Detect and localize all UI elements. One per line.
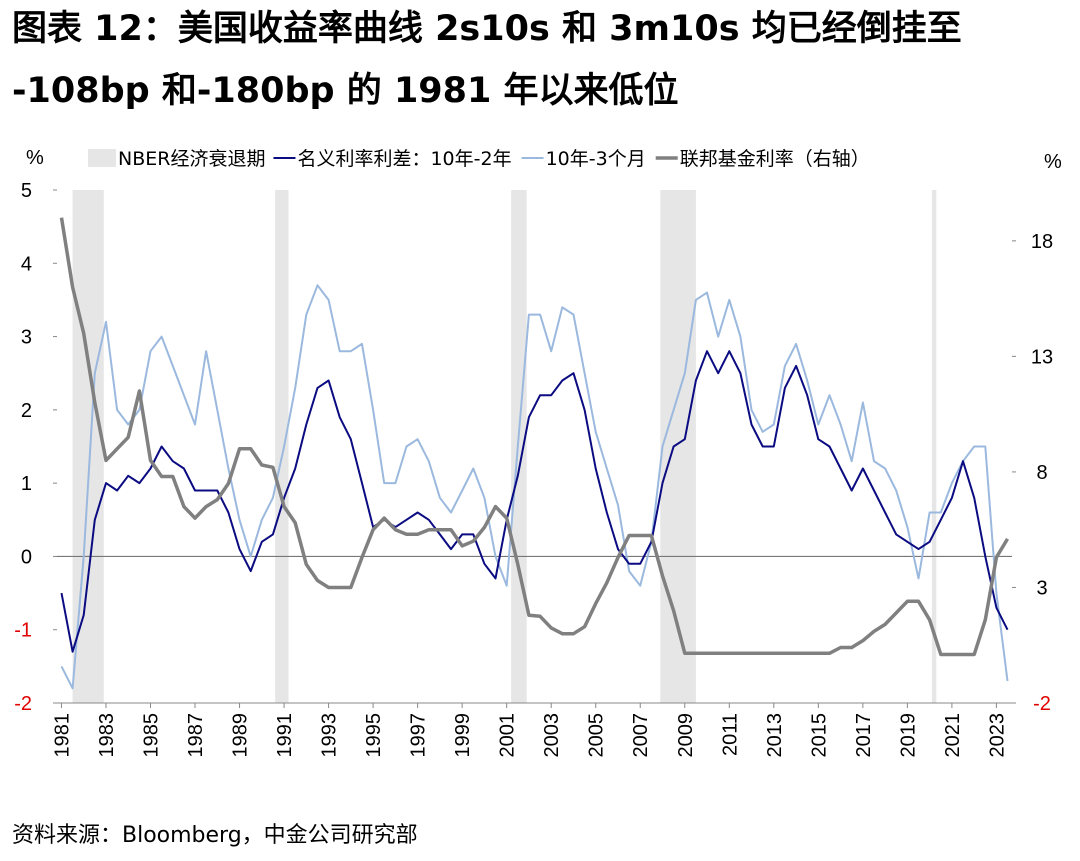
x-tick-label: 2005: [586, 713, 608, 758]
x-tick-label: 1985: [140, 713, 162, 758]
y-axis-label: %: [26, 147, 44, 169]
x-tick-label: 2007: [630, 713, 652, 758]
x-tick-label: 2003: [541, 713, 563, 758]
x-tick-label: 2009: [675, 713, 697, 758]
source: 资料来源：Bloomberg，中金公司研究部: [12, 823, 418, 848]
x-tick-label: 2023: [986, 713, 1008, 758]
x-tick-label: 1999: [452, 713, 474, 758]
recession-band: [931, 190, 937, 703]
x-tick-label: 1983: [96, 713, 118, 758]
recession-band: [660, 190, 696, 703]
series-line: [60, 350, 1009, 653]
x-tick-label: 2021: [942, 713, 964, 758]
chart-title: -108bp 和-180bp 的 1981 年以来低位: [12, 71, 679, 111]
y-tick-label: 4: [21, 253, 32, 275]
chart-title: 图表 12：美国收益率曲线 2s10s 和 3m10s 均已经倒挂至: [12, 9, 962, 49]
y-tick-label: 1: [21, 473, 32, 495]
y-tick-label: -2: [14, 693, 32, 715]
series-line: [59, 217, 1010, 657]
x-tick-label: 2017: [853, 713, 875, 758]
x-tick-label: 1995: [363, 713, 385, 758]
y2-tick-label: 3: [1036, 577, 1047, 599]
x-tick-label: 2019: [897, 713, 919, 758]
y-tick-label: -1: [14, 620, 32, 642]
y2-tick-label: 18: [1031, 231, 1053, 253]
recession-band: [511, 190, 527, 703]
y2-tick-label: 13: [1031, 346, 1053, 368]
x-tick-label: 2013: [764, 713, 786, 758]
legend-swatch: [88, 149, 116, 167]
y-tick-label: 5: [21, 180, 32, 202]
y-tick-label: 2: [21, 400, 32, 422]
x-tick-label: 1991: [274, 713, 296, 758]
x-tick-label: 1997: [408, 713, 430, 758]
series-line: [60, 284, 1009, 690]
y2-tick-label: 8: [1036, 462, 1047, 484]
x-tick-label: 1981: [51, 713, 73, 758]
x-tick-label: 2015: [808, 713, 830, 758]
x-tick-label: 1993: [319, 713, 341, 758]
legend-label: 联邦基金利率（右轴）: [680, 148, 870, 170]
legend-label: 10年-3个月: [546, 148, 646, 170]
y-tick-label: 3: [21, 327, 32, 349]
legend-label: 名义利率利差：10年-2年: [297, 148, 511, 170]
recession-band: [275, 190, 289, 703]
x-tick-label: 2011: [719, 713, 741, 756]
x-tick-label: 1989: [230, 713, 252, 758]
legend-label: NBER经济衰退期: [118, 148, 265, 170]
y2-tick-label: -2: [1033, 693, 1051, 715]
y2-axis-label: %: [1044, 151, 1062, 173]
y-tick-label: 0: [21, 546, 32, 568]
x-tick-label: 1987: [185, 713, 207, 758]
x-tick-label: 2001: [497, 713, 519, 758]
